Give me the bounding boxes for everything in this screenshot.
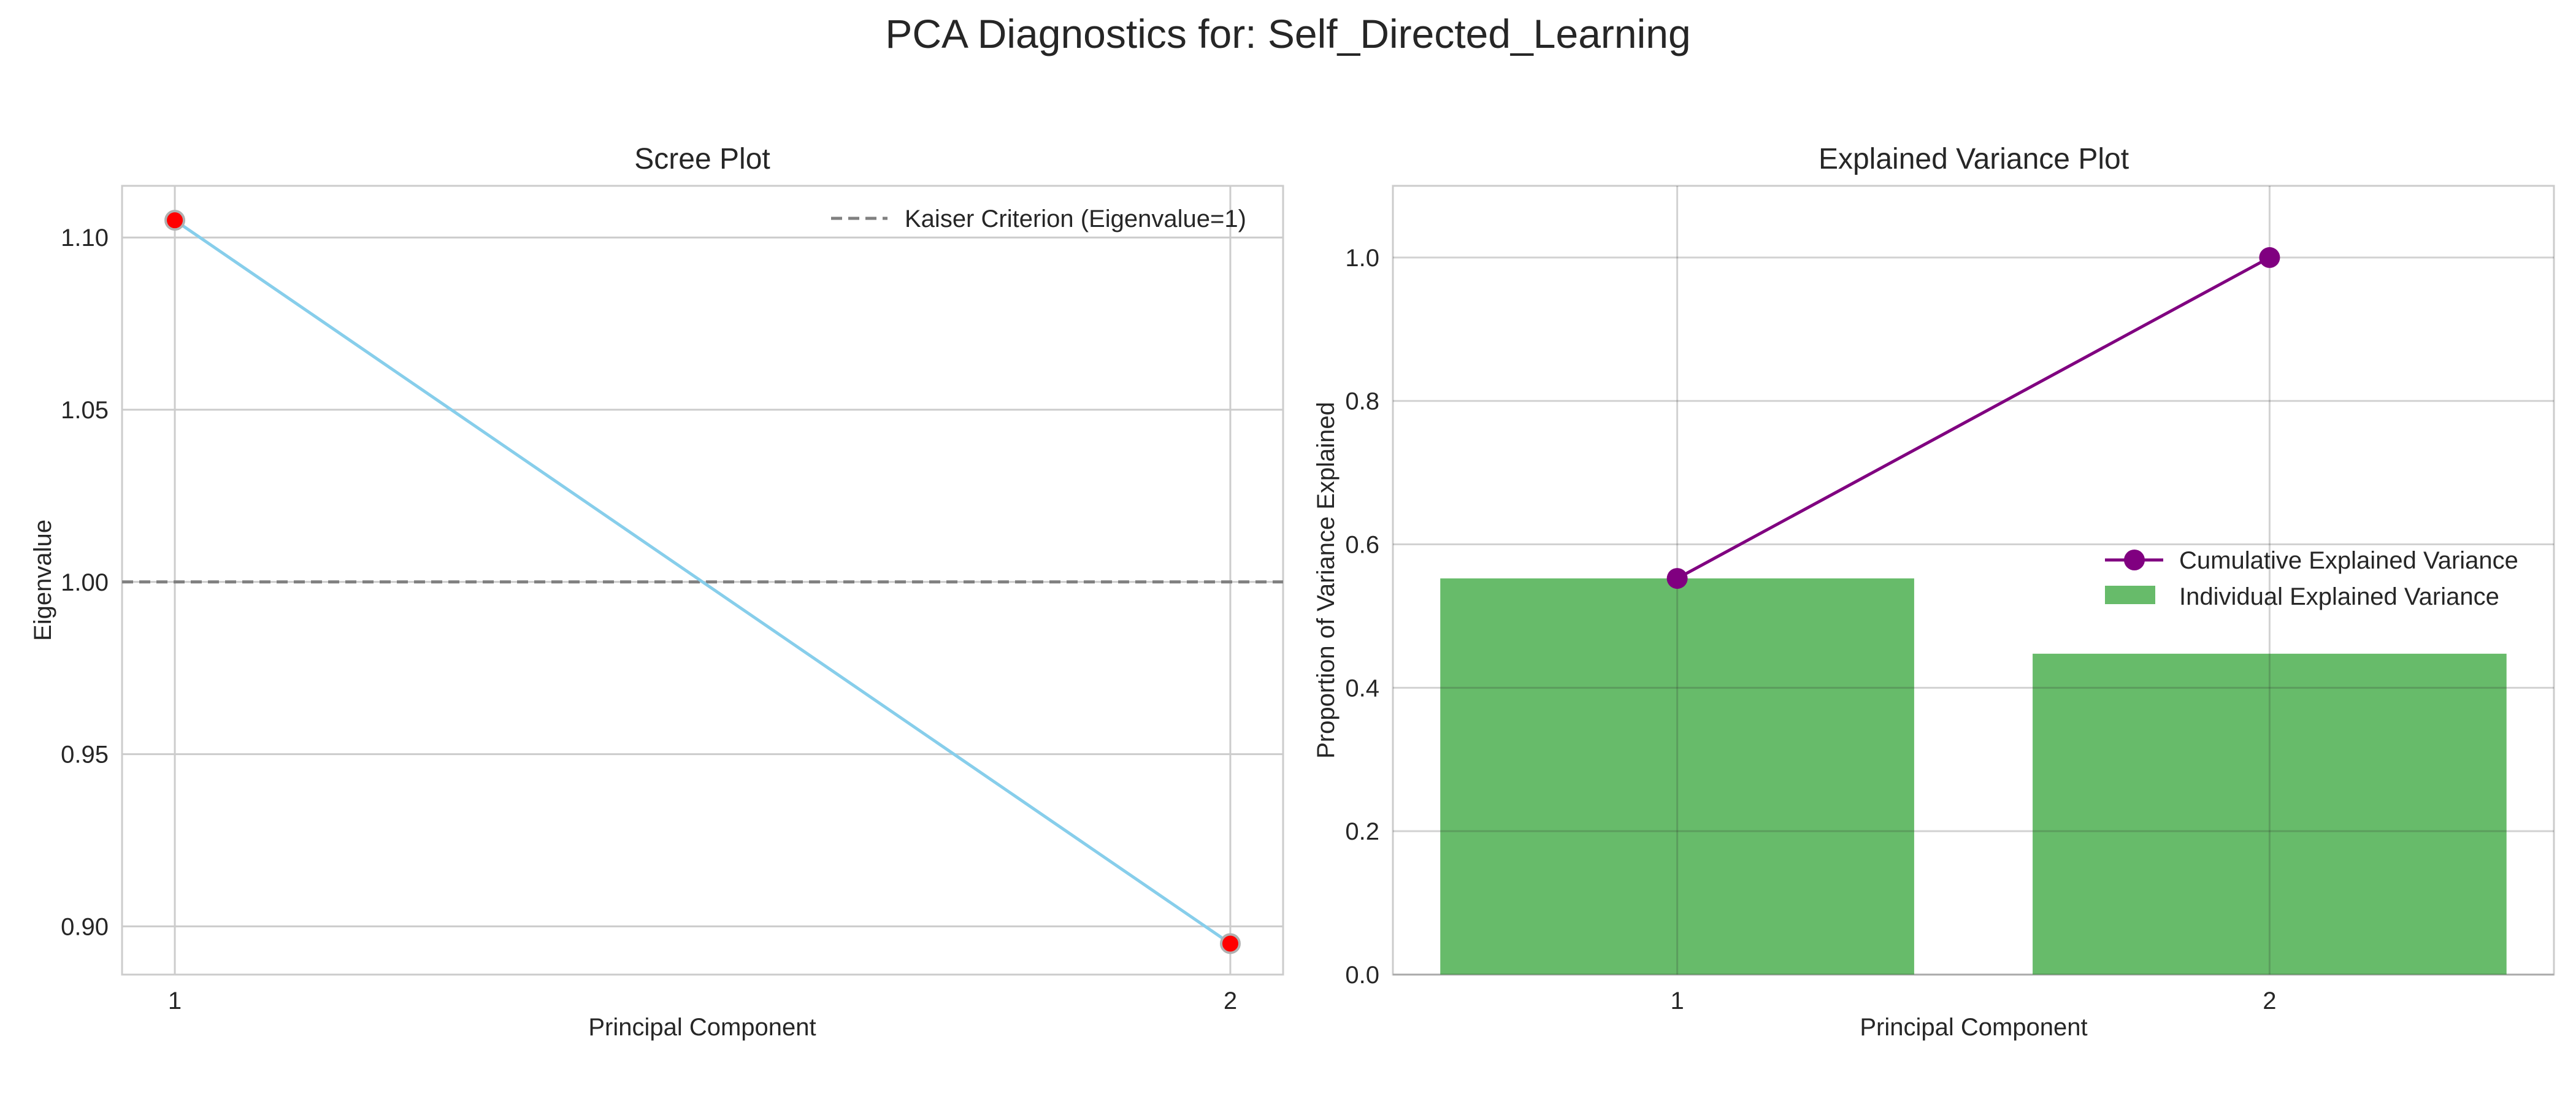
eigenvalue-point (164, 210, 186, 231)
scree-y-tick-label: 1.05 (61, 397, 109, 424)
scree-marks (122, 210, 1283, 954)
scree-y-tick-label: 0.90 (61, 913, 109, 940)
variance-y-tick-label: 0.2 (1345, 818, 1379, 845)
variance-y-tick-label: 0.0 (1345, 962, 1379, 989)
cumulative-variance-point (1666, 568, 1688, 589)
explained-variance-plot: Explained Variance Plot 0.0 0.2 0.4 0.6 0.8 1… (1313, 143, 2555, 1041)
variance-legend: Cumulative Explained Variance Individual… (2105, 547, 2518, 610)
scree-x-tick-label: 1 (168, 987, 182, 1014)
variance-grid (1393, 186, 2554, 976)
variance-y-ticks: 0.0 0.2 0.4 0.6 0.8 1.0 (1345, 245, 1379, 989)
legend-individual-label: Individual Explained Variance (2179, 583, 2499, 610)
scree-x-axis-label: Principal Component (588, 1014, 816, 1041)
variance-x-axis-label: Principal Component (1860, 1014, 2087, 1041)
scree-plot-title: Scree Plot (634, 143, 770, 175)
scree-y-ticks: 0.90 0.95 1.00 1.05 1.10 (61, 224, 109, 940)
legend-cumulative-swatch-marker (2124, 550, 2145, 570)
scree-x-tick-label: 2 (1224, 987, 1237, 1014)
scree-legend: Kaiser Criterion (Eigenvalue=1) (831, 205, 1246, 232)
variance-y-tick-label: 1.0 (1345, 245, 1379, 272)
variance-x-tick-label: 1 (1670, 987, 1684, 1014)
scree-y-tick-label: 1.00 (61, 569, 109, 596)
figure-title: PCA Diagnostics for: Self_Directed_Learn… (885, 11, 1690, 56)
scree-y-tick-label: 1.10 (61, 224, 109, 251)
variance-y-tick-label: 0.6 (1345, 532, 1379, 559)
variance-x-tick-label: 2 (2263, 987, 2276, 1014)
variance-y-axis-label: Proportion of Variance Explained (1313, 402, 1340, 759)
scree-grid (122, 186, 1283, 975)
legend-kaiser-label: Kaiser Criterion (Eigenvalue=1) (905, 205, 1246, 232)
eigenvalue-point (1219, 933, 1241, 954)
variance-plot-title: Explained Variance Plot (1819, 143, 2129, 175)
individual-variance-bar (1440, 578, 1914, 975)
legend-individual-swatch (2105, 586, 2155, 604)
variance-y-tick-label: 0.8 (1345, 388, 1379, 415)
cumulative-variance-line (1676, 256, 2271, 580)
variance-bars (1440, 578, 2507, 975)
scree-y-axis-label: Eigenvalue (29, 519, 56, 641)
legend-cumulative-label: Cumulative Explained Variance (2179, 547, 2518, 574)
individual-variance-bar (2033, 653, 2507, 975)
scree-y-tick-label: 0.95 (61, 742, 109, 769)
cumulative-variance-point (2259, 247, 2280, 268)
variance-y-tick-label: 0.4 (1345, 675, 1379, 702)
eigenvalue-line (174, 219, 1232, 945)
variance-cumulative-marks (1666, 247, 2280, 589)
